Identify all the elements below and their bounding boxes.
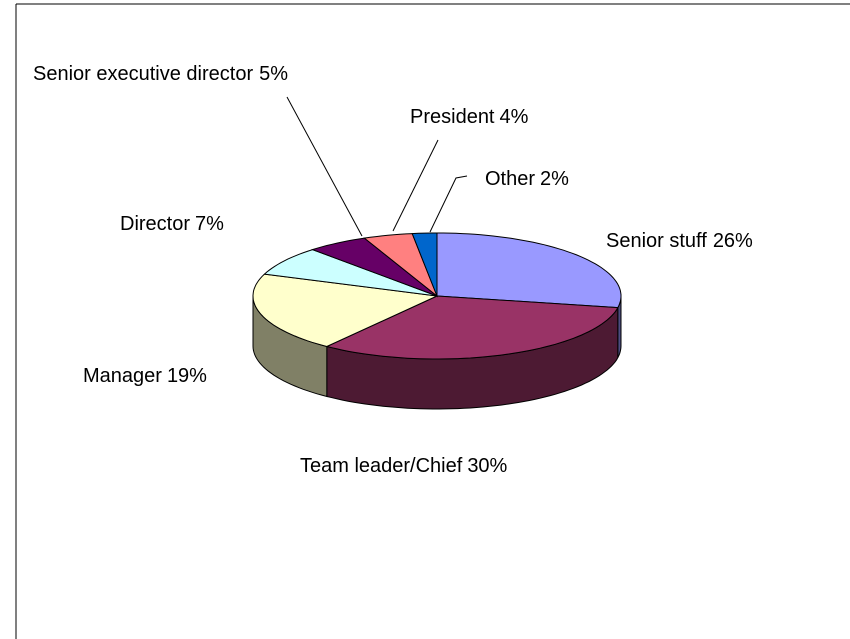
slice [436,232,622,309]
value-label: 2% [540,168,569,190]
category-label: Team leader/Chief [300,455,463,477]
leader-line [392,139,439,232]
value-label: 5% [259,63,288,85]
category-label: Senior executive director [33,63,253,85]
value-label: 7% [195,213,224,235]
labels: Senior stuff 26% Team leader/Chief 30% Manag… [33,63,753,477]
slice [263,249,438,297]
value-label: 4% [500,106,529,128]
category-label: President [410,106,495,128]
category-label: Other [485,168,535,190]
category-label: Manager [83,365,162,387]
slice [252,273,439,348]
slice [310,237,438,297]
data-label: Senior executive director 5% [33,63,288,85]
data-label: Director 7% [120,213,224,235]
value-label: 30% [467,455,507,477]
slice [411,232,438,297]
slice [363,233,439,298]
slice [325,295,619,360]
category-label: Director [120,213,190,235]
data-label: Manager 19% [83,365,207,387]
value-label: 26% [713,230,753,252]
data-label: Senior stuff 26% [606,230,753,252]
leader-line [429,175,468,233]
data-label: Other 2% [485,168,569,190]
data-label: President 4% [410,106,529,128]
leader-line [286,96,363,237]
pie [252,232,622,410]
value-label: 19% [167,365,207,387]
data-label: Team leader/Chief 30% [300,455,508,477]
category-label: Senior stuff [606,230,707,252]
